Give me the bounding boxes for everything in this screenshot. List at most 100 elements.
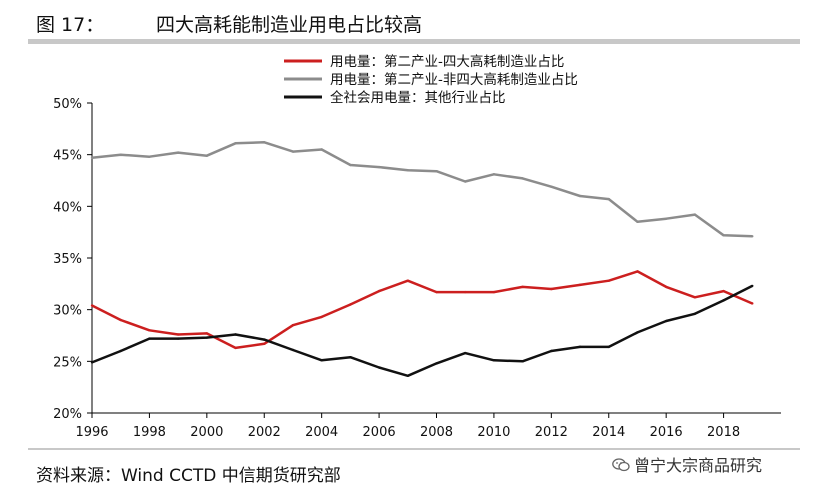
figure-label: 图 17： [36, 14, 105, 36]
series-2-point [435, 170, 438, 173]
series-2-point [90, 156, 94, 159]
series-2-point [492, 173, 496, 176]
series-2-point [664, 217, 668, 220]
series-2-point [722, 234, 725, 237]
series-3-point [607, 345, 610, 349]
series-1-point [636, 270, 639, 273]
series-2-point [693, 213, 697, 216]
y-tick-label: 20% [53, 407, 82, 422]
series-1-point [406, 279, 409, 282]
series-3-point [148, 337, 151, 340]
series-2-point [521, 177, 524, 180]
series-1-point [607, 279, 610, 282]
x-tick-label: 2002 [248, 425, 281, 440]
series-3-point [291, 348, 295, 352]
x-tick-label: 2018 [707, 425, 740, 440]
series-3-point [176, 337, 180, 340]
figure-title: 四大高耗能制造业用电占比较高 [156, 14, 423, 36]
x-tick-label: 2008 [420, 425, 453, 440]
x-tick-label: 1996 [75, 425, 108, 440]
chart-legend: 用电量：第二产业-四大高耗制造业占比用电量：第二产业-非四大高耗制造业占比全社会… [284, 53, 578, 106]
y-tick-label: 35% [53, 252, 82, 267]
series-line-1 [91, 270, 753, 350]
series-1-point [722, 289, 725, 293]
y-tick-label: 50% [53, 97, 82, 112]
series-2-point [291, 150, 295, 153]
series-1-point [148, 329, 151, 332]
wechat-icon [612, 458, 630, 472]
series-3-point [263, 338, 266, 341]
chart-axes: 20% 25% 30% 35% 40% 45% 50% 1996 1998 2000 2002 200… [53, 97, 781, 440]
series-2-point [607, 197, 610, 201]
series-line-2 [91, 141, 753, 238]
series-1-point [751, 302, 754, 305]
series-3-point [234, 333, 237, 336]
series-3-point [119, 349, 122, 353]
series-3-point [751, 284, 754, 288]
series-3-point [320, 359, 323, 362]
series-1-point [291, 323, 295, 327]
watermark: 曾宁大宗商品研究 [612, 452, 762, 476]
series-1-point [550, 287, 553, 291]
series-2-point [148, 155, 151, 158]
figure-header: 图 17： 四大高耗能制造业用电占比较高 [28, 8, 800, 36]
series-2-point [377, 165, 381, 169]
series-3-point [492, 359, 496, 362]
series-3-point [636, 331, 639, 334]
series-1-point [176, 333, 180, 336]
series-3-point [349, 356, 352, 359]
series-line-3 [91, 284, 753, 378]
y-tick-label: 30% [53, 304, 82, 319]
chart-series [90, 141, 754, 378]
legend-label-3: 全社会用电量：其他行业占比 [330, 89, 506, 106]
series-1-point [263, 342, 266, 345]
series-1-point [320, 315, 323, 319]
series-1-point [349, 303, 352, 306]
series-3-point [464, 351, 467, 355]
series-1-point [693, 296, 697, 299]
y-tick-label: 45% [53, 149, 82, 164]
x-tick-label: 2010 [477, 425, 510, 440]
x-tick-label: 1998 [133, 425, 166, 440]
series-1-point [205, 332, 209, 335]
top-divider [28, 39, 800, 44]
x-tick-label: 2006 [363, 425, 396, 440]
series-1-point [377, 289, 381, 293]
series-1-point [578, 283, 582, 287]
x-tick-label: 2012 [535, 425, 568, 440]
series-3-point [693, 312, 697, 315]
series-2-point [406, 168, 409, 172]
y-tick-label: 40% [53, 200, 82, 215]
series-1-point [464, 290, 467, 294]
series-2-point [263, 141, 266, 144]
series-3-point [205, 336, 209, 339]
series-2-point [205, 154, 209, 157]
bottom-divider [28, 448, 800, 450]
legend-label-1: 用电量：第二产业-四大高耗制造业占比 [330, 53, 564, 70]
series-1-point [234, 346, 237, 350]
legend-label-2: 用电量：第二产业-非四大高耗制造业占比 [330, 71, 578, 88]
x-tick-label: 2000 [190, 425, 223, 440]
series-1-point [521, 285, 524, 289]
series-3-point [406, 374, 409, 377]
series-2-point [234, 142, 237, 145]
series-2-point [636, 220, 639, 224]
x-tick-label: 2004 [305, 425, 338, 440]
series-2-point [550, 185, 553, 188]
series-3-point [90, 361, 94, 364]
series-3-point [664, 319, 668, 323]
series-3-point [435, 362, 438, 365]
series-2-point [464, 180, 467, 183]
series-2-point [176, 151, 180, 154]
watermark-text: 曾宁大宗商品研究 [634, 456, 763, 475]
series-1-point [90, 304, 94, 307]
y-tick-label: 25% [53, 355, 82, 370]
series-2-point [119, 153, 122, 156]
series-2-point [320, 148, 323, 151]
series-1-point [435, 290, 438, 294]
series-3-point [578, 345, 582, 349]
series-2-point [349, 163, 352, 167]
series-3-point [550, 349, 553, 353]
series-2-point [578, 194, 582, 198]
